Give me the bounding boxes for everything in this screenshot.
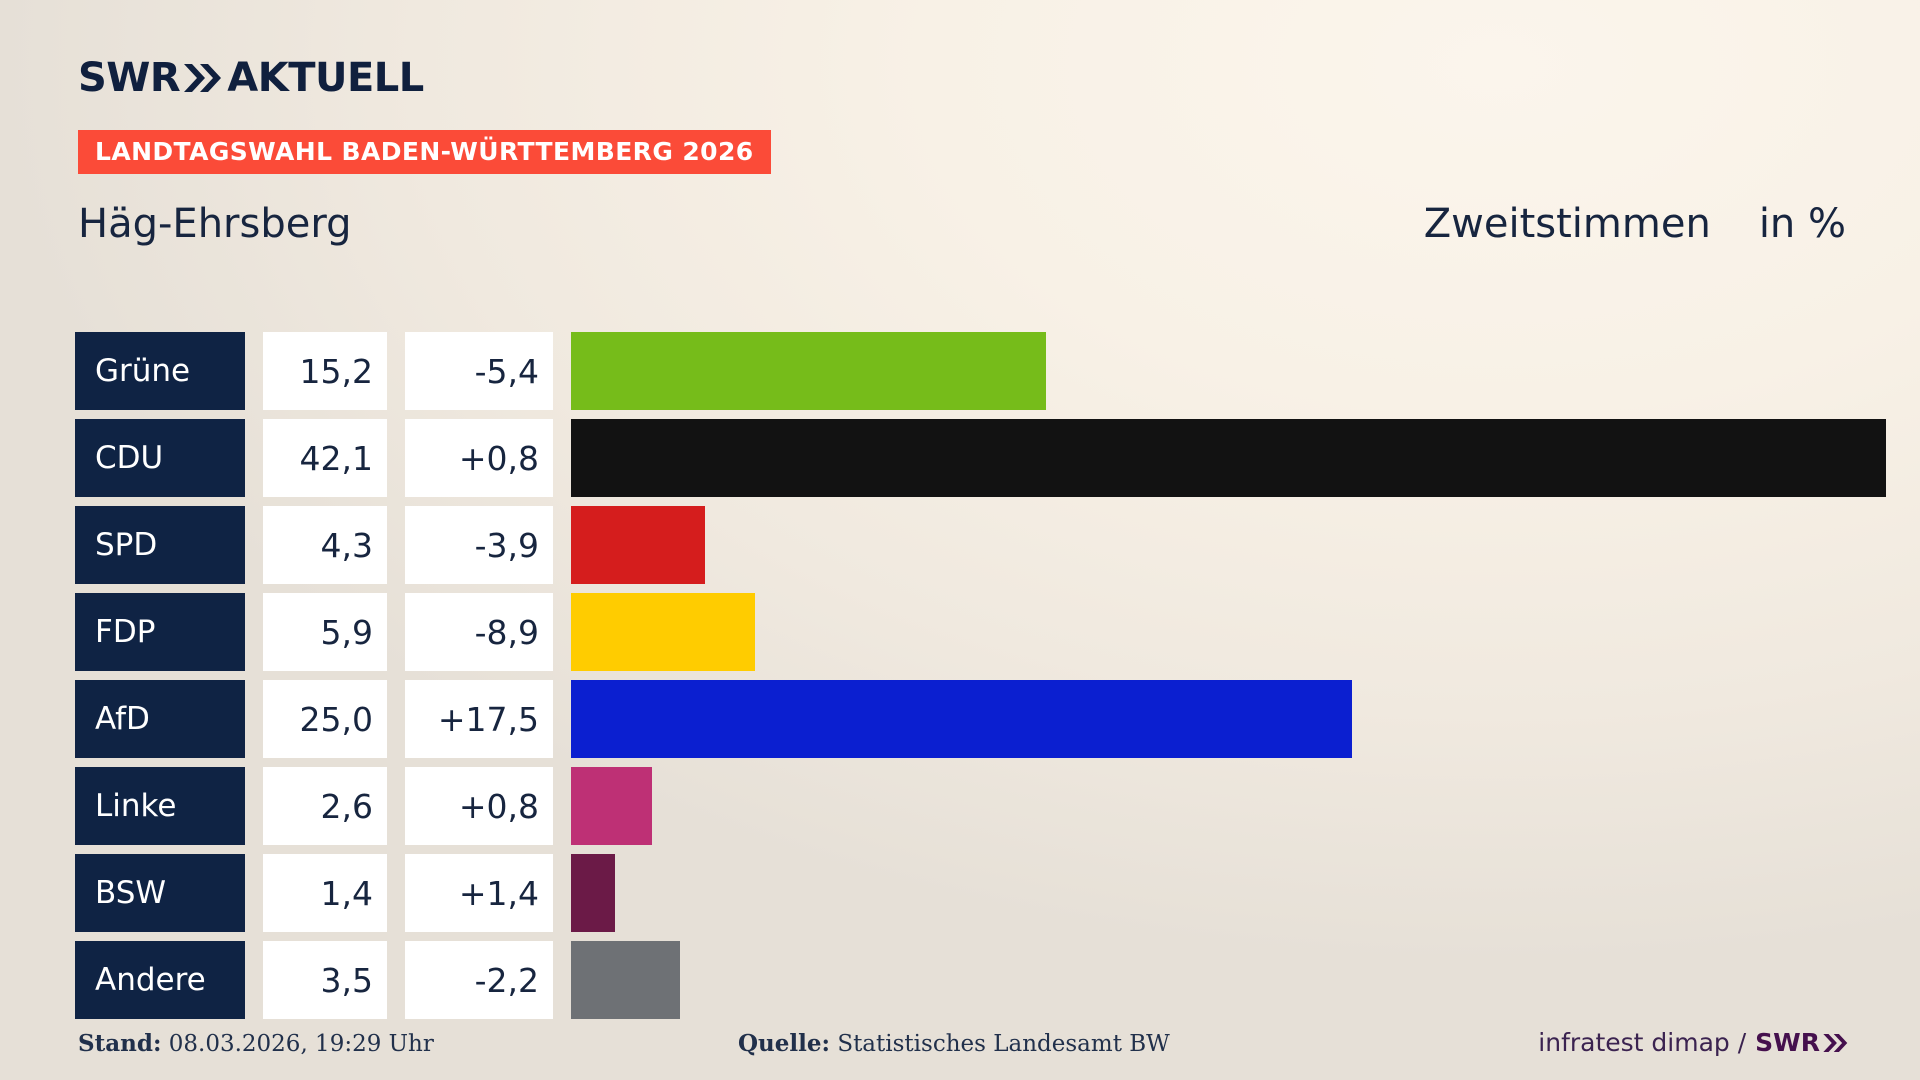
credit-block: infratest dimap / SWR	[1538, 1028, 1848, 1057]
unit-label: in %	[1758, 201, 1846, 247]
cell-gap	[245, 941, 263, 1019]
party-label-cell: Grüne	[75, 332, 245, 410]
election-title-badge: LANDTAGSWAHL BADEN-WÜRTTEMBERG 2026	[78, 130, 771, 174]
bar-track	[571, 419, 1886, 497]
cell-gap	[387, 680, 405, 758]
swr-footer-logo: SWR	[1755, 1028, 1848, 1057]
party-change-cell: +1,4	[405, 854, 553, 932]
party-label-cell: SPD	[75, 506, 245, 584]
party-value-cell: 25,0	[263, 680, 387, 758]
party-label-cell: Andere	[75, 941, 245, 1019]
cell-gap	[245, 332, 263, 410]
cell-gap	[387, 419, 405, 497]
cell-gap	[245, 680, 263, 758]
cell-gap	[387, 593, 405, 671]
chart-row: CDU 42,1 +0,8	[75, 419, 1886, 497]
bar-track	[571, 767, 1850, 845]
party-label-cell: AfD	[75, 680, 245, 758]
party-change-cell: +0,8	[405, 419, 553, 497]
subheader-row: Häg-Ehrsberg Zweitstimmen in %	[78, 204, 1846, 244]
stand-value: 08.03.2026, 19:29 Uhr	[168, 1031, 434, 1057]
double-chevron-right-icon	[182, 61, 222, 95]
party-change-cell: -5,4	[405, 332, 553, 410]
party-bar	[571, 941, 681, 1019]
chart-row: Andere 3,5 -2,2	[75, 941, 1850, 1019]
header: SWR AKTUELL LANDTAGSWAHL BADEN-WÜRTTEMBE…	[78, 52, 1848, 244]
election-badge-row: LANDTAGSWAHL BADEN-WÜRTTEMBERG 2026	[78, 130, 1848, 174]
measure-group: Zweitstimmen in %	[1424, 204, 1846, 244]
bar-track	[571, 941, 1850, 1019]
party-change-cell: -2,2	[405, 941, 553, 1019]
party-value-cell: 3,5	[263, 941, 387, 1019]
cell-gap	[387, 854, 405, 932]
party-value-cell: 2,6	[263, 767, 387, 845]
quelle-value: Statistisches Landesamt BW	[837, 1031, 1170, 1057]
party-bar	[571, 680, 1352, 758]
swr-aktuell-logo: SWR AKTUELL	[78, 52, 1848, 104]
chart-row: AfD 25,0 +17,5	[75, 680, 1850, 758]
chart-row: BSW 1,4 +1,4	[75, 854, 1850, 932]
party-change-cell: +17,5	[405, 680, 553, 758]
bar-track	[571, 680, 1850, 758]
party-value-cell: 42,1	[263, 419, 387, 497]
party-bar	[571, 332, 1046, 410]
chart-row: FDP 5,9 -8,9	[75, 593, 1850, 671]
aktuell-wordmark: AKTUELL	[227, 55, 424, 101]
bar-track	[571, 332, 1850, 410]
quelle-block: Quelle: Statistisches Landesamt BW	[738, 1030, 1538, 1057]
quelle-label: Quelle:	[738, 1030, 830, 1057]
region-title: Häg-Ehrsberg	[78, 201, 352, 247]
party-bar	[571, 854, 615, 932]
cell-gap	[245, 767, 263, 845]
party-bar	[571, 593, 756, 671]
double-chevron-right-icon	[1820, 1032, 1848, 1054]
measure-label: Zweitstimmen	[1423, 201, 1711, 247]
cell-gap	[387, 767, 405, 845]
party-bar	[571, 767, 653, 845]
stand-block: Stand: 08.03.2026, 19:29 Uhr	[78, 1030, 738, 1057]
cell-gap	[387, 506, 405, 584]
cell-gap	[245, 506, 263, 584]
party-change-cell: -3,9	[405, 506, 553, 584]
party-value-cell: 5,9	[263, 593, 387, 671]
footer: Stand: 08.03.2026, 19:29 Uhr Quelle: Sta…	[78, 1028, 1848, 1057]
party-change-cell: +0,8	[405, 767, 553, 845]
party-label-cell: BSW	[75, 854, 245, 932]
cell-gap	[245, 854, 263, 932]
cell-gap	[387, 941, 405, 1019]
bar-track	[571, 593, 1850, 671]
party-value-cell: 15,2	[263, 332, 387, 410]
stand-label: Stand:	[78, 1030, 162, 1057]
party-value-cell: 1,4	[263, 854, 387, 932]
party-label-cell: FDP	[75, 593, 245, 671]
bar-track	[571, 506, 1850, 584]
party-change-cell: -8,9	[405, 593, 553, 671]
chart-row: Grüne 15,2 -5,4	[75, 332, 1850, 410]
party-bar	[571, 419, 1886, 497]
party-bar	[571, 506, 706, 584]
results-bar-chart: Grüne 15,2 -5,4 CDU 42,1 +0,8 SPD 4,3 -3,9 FDP 5,9…	[75, 332, 1886, 1028]
cell-gap	[245, 593, 263, 671]
party-label-cell: Linke	[75, 767, 245, 845]
credit-text: infratest dimap /	[1538, 1028, 1747, 1057]
cell-gap	[245, 419, 263, 497]
party-label-cell: CDU	[75, 419, 245, 497]
cell-gap	[387, 332, 405, 410]
chart-row: Linke 2,6 +0,8	[75, 767, 1850, 845]
chart-row: SPD 4,3 -3,9	[75, 506, 1850, 584]
party-value-cell: 4,3	[263, 506, 387, 584]
swr-wordmark: SWR	[78, 55, 181, 101]
swr-footer-wordmark: SWR	[1755, 1028, 1820, 1057]
bar-track	[571, 854, 1850, 932]
